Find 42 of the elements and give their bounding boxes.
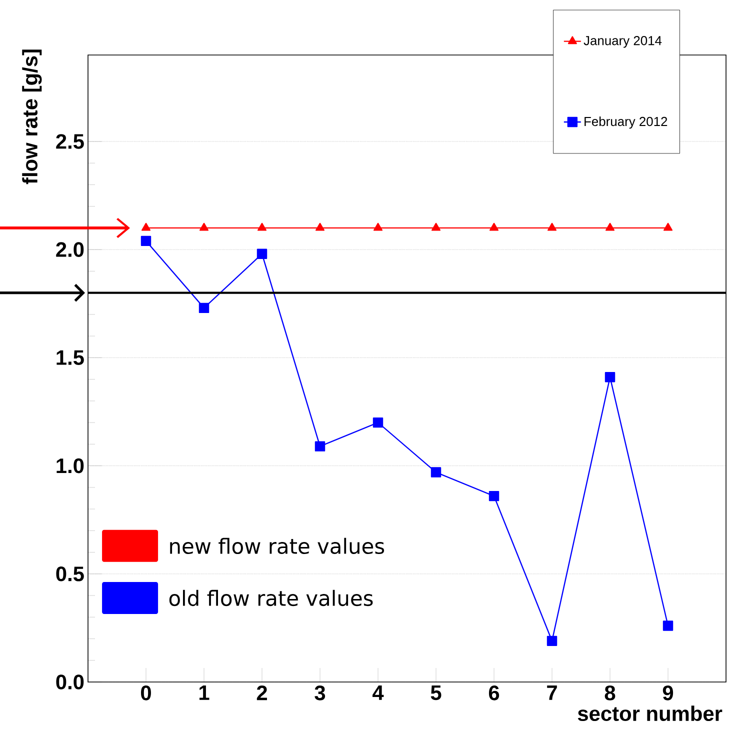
legend-label: February 2012	[584, 116, 668, 129]
point	[374, 222, 383, 231]
x-tick-label: 3	[314, 686, 326, 700]
annotation: new flow rate values	[170, 538, 384, 554]
legend-label: January 2014	[584, 36, 662, 48]
point	[430, 467, 442, 478]
x-tick-label: 9	[662, 686, 674, 700]
point	[142, 222, 150, 231]
y-tick-label: 2.5	[56, 134, 84, 149]
point	[432, 222, 441, 231]
point	[198, 302, 210, 314]
point	[316, 222, 325, 231]
x-tick-label: 5	[430, 686, 442, 700]
x-tick-label: 0	[141, 686, 151, 700]
y-tick-label: 1.0	[56, 458, 84, 474]
x-tick-label: 1	[200, 686, 210, 700]
y-axis-title: flow rate [g/s]	[22, 50, 42, 184]
point	[664, 222, 673, 231]
x-tick-label: 4	[372, 686, 384, 700]
point	[546, 636, 558, 646]
point	[200, 222, 208, 231]
annotation: old flow rate values	[169, 590, 373, 606]
point	[662, 620, 674, 631]
x-tick-label: 8	[604, 686, 616, 700]
x-tick-label: 7	[547, 686, 557, 700]
y-tick-label: 0.5	[56, 566, 84, 582]
point	[258, 222, 266, 231]
point	[490, 222, 499, 231]
point	[314, 441, 326, 452]
point	[606, 222, 615, 231]
point	[604, 372, 616, 382]
point	[548, 222, 557, 231]
x-tick-label: 2	[256, 686, 267, 700]
x-tick-label: 6	[488, 686, 500, 700]
point	[372, 417, 384, 428]
y-tick-label: 0.0	[56, 674, 84, 690]
y-tick-label: 1.5	[56, 350, 84, 365]
point	[256, 248, 268, 259]
y-tick-label: 2.0	[56, 242, 84, 257]
x-axis-title: sector number	[578, 706, 722, 722]
point	[488, 490, 500, 502]
point	[140, 236, 152, 246]
